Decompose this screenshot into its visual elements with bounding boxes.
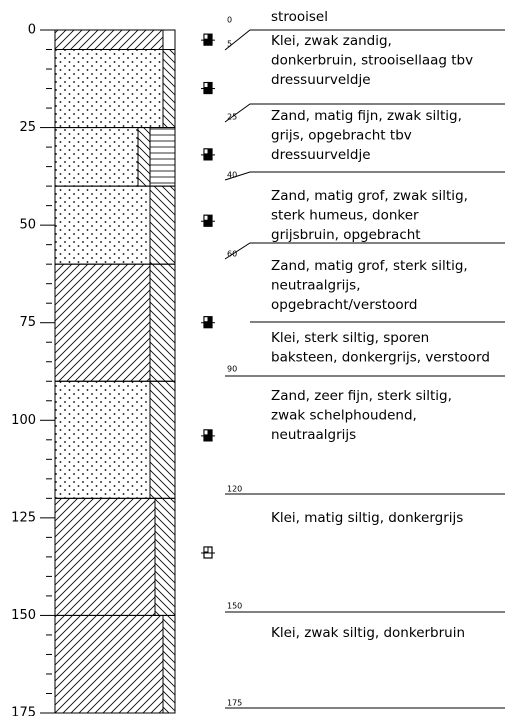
depth-label: 150 <box>227 602 242 611</box>
sample-cap <box>203 429 209 436</box>
description-line: donkerbruin, strooisellaag tbv <box>271 53 473 69</box>
description-line: sterk humeus, donker <box>271 208 419 224</box>
layer-segment <box>54 185 151 265</box>
depth-label: 5 <box>227 40 232 49</box>
layer-segment <box>149 263 176 382</box>
layer-segment <box>154 497 176 616</box>
layer-segment <box>54 380 151 499</box>
layer-segment <box>54 263 151 382</box>
description-line: neutraalgrijs <box>271 427 356 443</box>
depth-label: 60 <box>227 250 237 259</box>
sample-cap <box>203 33 209 40</box>
y-tick-label: 50 <box>19 218 36 233</box>
description-line: Zand, matig grof, sterk siltig, <box>271 258 468 274</box>
depth-label: 90 <box>227 365 237 374</box>
sample-cap <box>203 546 209 553</box>
layer-segment <box>137 127 151 187</box>
y-tick-label: 150 <box>11 608 36 623</box>
description-line: strooisel <box>271 9 328 25</box>
depth-label: 175 <box>227 699 242 708</box>
boundary-line <box>224 103 505 123</box>
layer-segment <box>54 497 156 616</box>
y-tick-label: 125 <box>11 510 36 525</box>
layer-segment <box>149 380 176 499</box>
sample-cap <box>203 82 209 89</box>
layer-segment <box>162 29 176 51</box>
y-tick-label: 175 <box>11 706 36 717</box>
layer-segment <box>149 185 176 265</box>
layer-segment <box>54 127 139 187</box>
y-tick-label: 0 <box>28 23 36 38</box>
description-line: grijsbruin, opgebracht <box>271 227 421 243</box>
description-line: Klei, matig siltig, donkergrijs <box>271 510 463 526</box>
depth-label: 0 <box>227 16 232 25</box>
boundary-line <box>224 242 505 260</box>
description-line: opgebracht/verstoord <box>271 297 418 313</box>
y-tick-label: 25 <box>19 120 36 135</box>
sample-cap <box>203 148 209 155</box>
sample-cap <box>203 316 209 323</box>
description-line: Klei, zwak siltig, donkerbruin <box>271 625 465 641</box>
depth-label: 40 <box>227 171 237 180</box>
description-line: Zand, zeer fijn, sterk siltig, <box>271 388 452 404</box>
description-line: Zand, matig grof, zwak siltig, <box>271 188 468 204</box>
layer-segment <box>54 29 164 51</box>
layer-segment <box>54 614 164 714</box>
description-line: Klei, zwak zandig, <box>271 33 392 49</box>
depth-label: 25 <box>227 113 237 122</box>
description-line: Klei, sterk siltig, sporen <box>271 330 429 346</box>
description-line: baksteen, donkergrijs, verstoord <box>271 350 490 366</box>
description-line: grijs, opgebracht tbv <box>271 128 412 144</box>
y-tick-label: 100 <box>11 413 36 428</box>
description-line: zwak schelphoudend, <box>271 408 417 424</box>
y-tick-label: 75 <box>19 315 36 330</box>
description-line: dressuurveldje <box>271 147 371 163</box>
boundary-line <box>224 29 505 51</box>
description-line: Zand, matig fijn, zwak siltig, <box>271 108 462 124</box>
sample-cap <box>203 214 209 221</box>
layer-segment <box>149 127 176 187</box>
layer-segment <box>162 614 176 714</box>
description-line: neutraalgrijs, <box>271 278 361 294</box>
layer-segment <box>162 49 176 129</box>
boundary-line <box>224 171 505 181</box>
layer-segment <box>54 49 164 129</box>
depth-label: 120 <box>227 485 242 494</box>
description-line: dressuurveldje <box>271 72 371 88</box>
